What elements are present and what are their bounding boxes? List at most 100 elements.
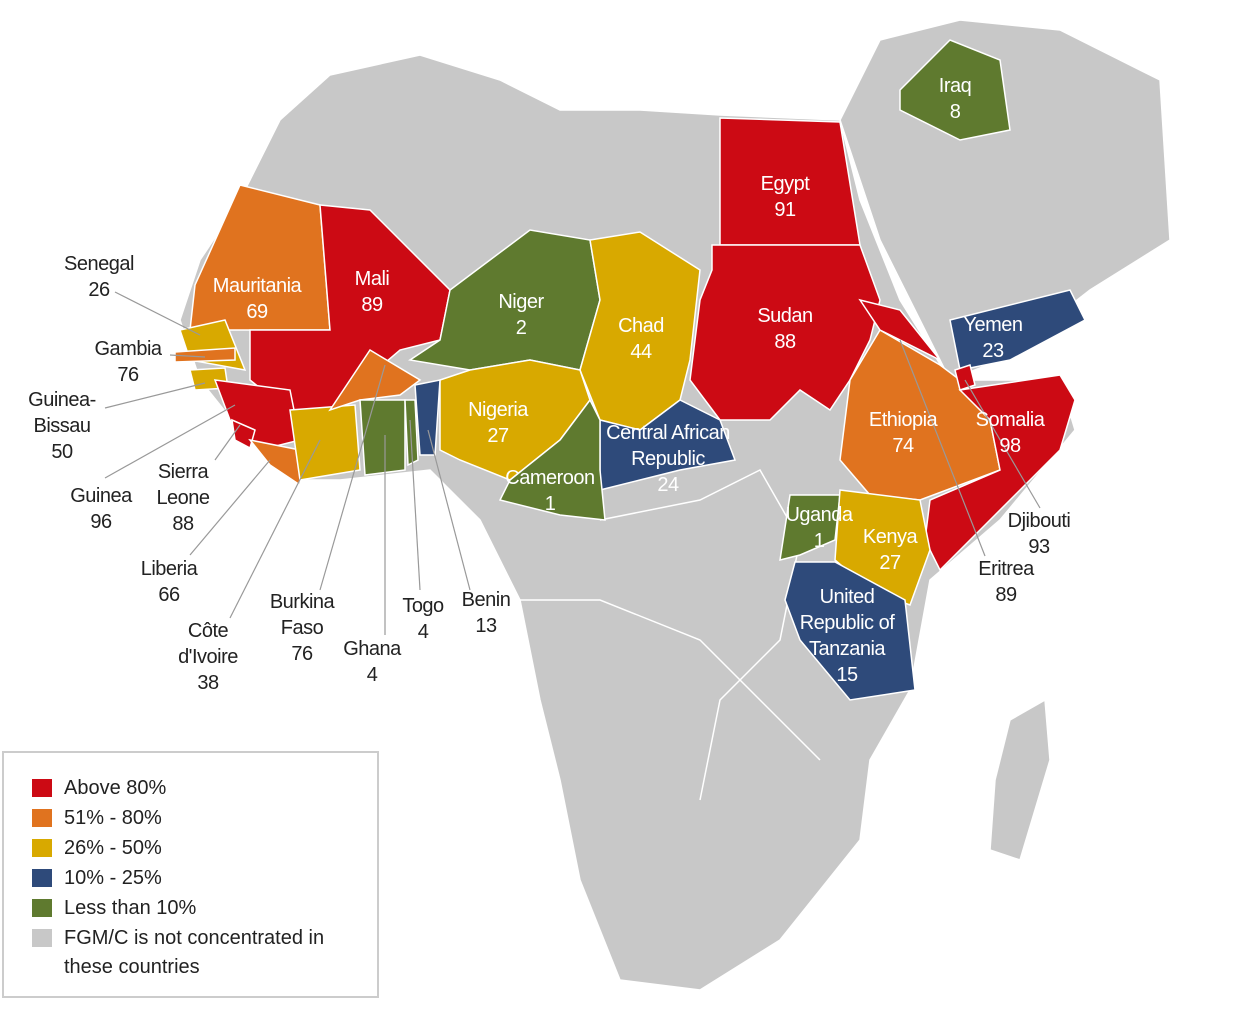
country-label: Chad 44 <box>601 313 681 365</box>
country-name: Nigeria <box>468 399 528 421</box>
leader-line <box>104 382 206 409</box>
country-label: Côte d'Ivoire 38 <box>163 618 253 696</box>
legend-label: FGM/C is not concentrated in these count… <box>64 927 325 978</box>
country-value: 66 <box>158 584 180 606</box>
country-shape <box>328 348 422 412</box>
country-shape <box>213 379 301 451</box>
country-name: Gambia <box>94 338 162 360</box>
country-value: 1 <box>544 493 556 515</box>
legend-swatch <box>32 809 52 827</box>
country-shape <box>779 494 841 562</box>
country-name: Liberia <box>140 558 198 580</box>
country-label: Sudan 88 <box>745 303 825 355</box>
country-value: 69 <box>246 301 268 323</box>
country-name: Sierra Leone <box>156 461 210 509</box>
country-name: Sudan <box>757 305 813 327</box>
country-shape <box>924 374 1076 572</box>
leader-line <box>189 459 271 556</box>
country-shape <box>899 39 1011 141</box>
country-label: Mauritania 69 <box>182 273 332 325</box>
country-value: 88 <box>172 513 194 535</box>
country-value: 89 <box>995 584 1017 606</box>
country-name: Cameroon <box>505 467 595 489</box>
country-label: Niger 2 <box>481 289 561 341</box>
country-shape <box>599 399 737 491</box>
legend-label: Above 80% <box>64 777 167 799</box>
country-shape <box>289 404 361 481</box>
country-label: Guinea-Bissau 50 <box>25 387 100 465</box>
leader-line <box>319 364 386 591</box>
country-value: 27 <box>879 552 901 574</box>
country-name: Guinea <box>70 485 132 507</box>
country-value: 8 <box>949 101 961 123</box>
country-name: Eritrea <box>978 558 1034 580</box>
country-shape <box>248 438 301 487</box>
country-label: Burkina Faso 76 <box>257 589 347 667</box>
leader-line <box>104 404 236 479</box>
legend-swatch <box>32 839 52 857</box>
country-label: Sierra Leone 88 <box>148 459 218 537</box>
country-shape <box>858 298 941 361</box>
country-label: Egypt 91 <box>745 171 825 223</box>
country-label: Yemen 23 <box>953 312 1033 364</box>
country-shape <box>174 347 236 363</box>
leader-line <box>229 439 321 619</box>
leader-line <box>169 354 206 358</box>
country-label: Ethiopia 74 <box>853 407 953 459</box>
legend-label: Less than 10% <box>64 897 197 919</box>
leader-line <box>114 291 201 336</box>
legend-item: Less than 10% <box>32 894 362 923</box>
country-value: 24 <box>657 474 679 496</box>
legend-label: 26% - 50% <box>64 837 162 859</box>
country-name: Togo <box>402 595 444 617</box>
legend-item: Above 80% <box>32 774 362 803</box>
country-value: 26 <box>88 279 110 301</box>
country-label: Eritrea 89 <box>961 556 1051 608</box>
legend-item: 26% - 50% <box>32 834 362 863</box>
country-label: Ghana 4 <box>337 636 407 688</box>
country-shape <box>414 379 441 456</box>
legend-label: 10% - 25% <box>64 867 162 889</box>
legend-swatch <box>32 869 52 887</box>
country-name: Benin <box>461 589 511 611</box>
country-shape <box>404 399 419 467</box>
country-value: 91 <box>774 199 796 221</box>
country-value: 13 <box>475 615 497 637</box>
country-label: United Republic of Tanzania 15 <box>785 584 910 688</box>
leader-line <box>409 419 421 591</box>
country-label: Nigeria 27 <box>448 397 548 449</box>
country-label: Guinea 96 <box>61 483 141 535</box>
country-value: 76 <box>117 364 139 386</box>
country-name: Niger <box>498 291 544 313</box>
country-label: Djibouti 93 <box>989 508 1089 560</box>
country-label: Gambia 76 <box>83 336 173 388</box>
country-name: Iraq <box>938 75 972 97</box>
country-name: Yemen <box>963 314 1023 336</box>
country-name: Guinea-Bissau <box>28 389 96 437</box>
legend-swatch <box>32 779 52 797</box>
country-label: Kenya 27 <box>850 524 930 576</box>
legend-swatch <box>32 929 52 947</box>
country-shape <box>784 561 916 701</box>
legend-item: FGM/C is not concentrated in these count… <box>32 924 362 982</box>
country-value: 2 <box>515 317 527 339</box>
countries <box>174 39 1086 701</box>
country-value: 1 <box>813 530 825 552</box>
leader-line <box>427 429 471 591</box>
country-name: Kenya <box>862 526 918 548</box>
country-value: 15 <box>836 664 858 686</box>
country-name: Senegal <box>64 253 134 275</box>
country-value: 50 <box>51 441 73 463</box>
country-label: Central African Republic 24 <box>583 420 753 498</box>
country-value: 4 <box>366 664 378 686</box>
country-shape <box>954 364 976 391</box>
country-value: 76 <box>291 643 313 665</box>
legend-swatch <box>32 899 52 917</box>
country-label: Iraq 8 <box>925 73 985 125</box>
country-name: Egypt <box>760 173 810 195</box>
country-value: 74 <box>892 435 914 457</box>
country-label: Benin 13 <box>451 587 521 639</box>
country-label: Cameroon 1 <box>500 465 600 517</box>
